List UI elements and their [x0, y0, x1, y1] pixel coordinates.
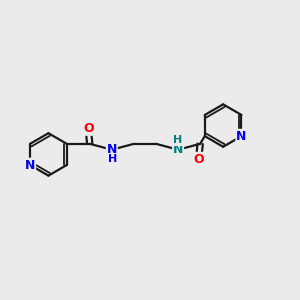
Text: N: N	[236, 130, 247, 143]
Text: H: H	[173, 135, 182, 145]
Text: N: N	[25, 158, 35, 172]
Text: N: N	[173, 143, 183, 156]
Text: H: H	[108, 154, 117, 164]
Text: O: O	[83, 122, 94, 135]
Text: O: O	[194, 153, 204, 166]
Text: N: N	[106, 143, 117, 156]
